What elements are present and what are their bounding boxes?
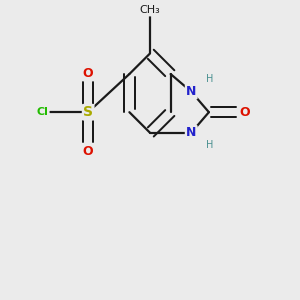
Text: H: H	[206, 74, 213, 84]
Text: S: S	[83, 105, 93, 119]
Text: Cl: Cl	[37, 107, 48, 117]
Text: CH₃: CH₃	[140, 5, 160, 15]
Text: N: N	[186, 85, 196, 98]
Text: CH₃: CH₃	[140, 5, 160, 15]
Text: O: O	[83, 145, 94, 158]
Text: N: N	[186, 126, 196, 139]
Text: S: S	[83, 105, 93, 119]
Text: O: O	[83, 67, 94, 80]
Text: H: H	[206, 140, 213, 150]
Text: O: O	[240, 106, 250, 119]
Text: N: N	[186, 126, 196, 139]
Text: O: O	[240, 106, 250, 119]
Text: O: O	[83, 145, 94, 158]
Text: Cl: Cl	[37, 107, 48, 117]
Text: N: N	[186, 85, 196, 98]
Text: O: O	[83, 67, 94, 80]
